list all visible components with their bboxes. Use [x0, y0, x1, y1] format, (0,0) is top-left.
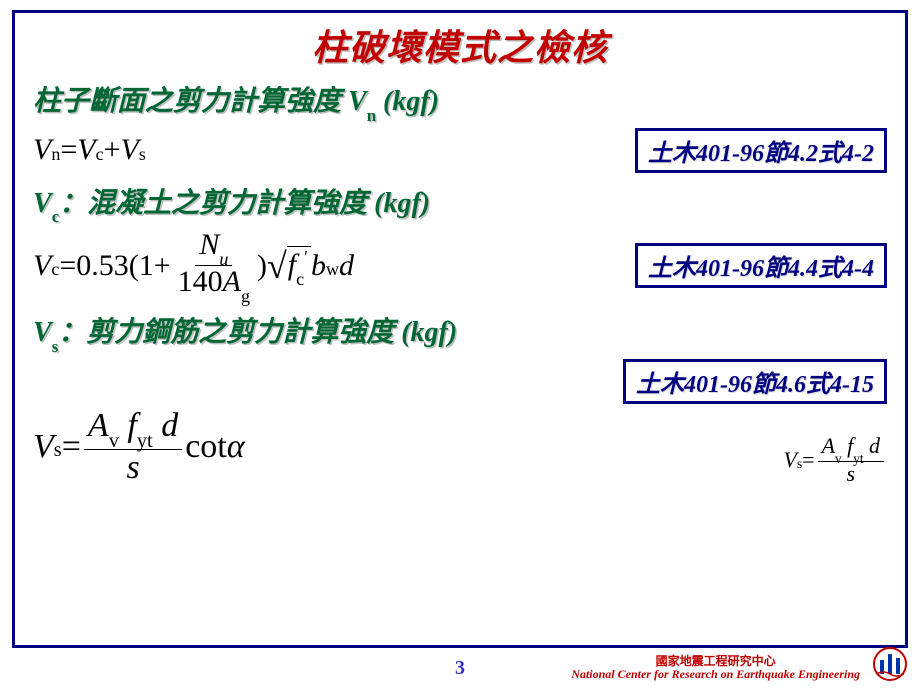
eq-term: V: [784, 447, 797, 473]
eq-term: f: [127, 407, 136, 444]
section-heading-vs: Vs：剪力鋼筋之剪力計算強度 (kgf): [33, 310, 887, 353]
eq-term: ): [257, 249, 267, 283]
reference-box-1: 土木401-96節4.2式4-2: [635, 128, 887, 173]
eq-op: =: [59, 249, 76, 283]
eq-sub: c: [296, 269, 304, 289]
eq-term: 0.53(1: [76, 249, 154, 283]
eq-term: cot: [185, 428, 227, 466]
eq-term: V: [33, 249, 51, 283]
footer: 3 國家地震工程研究中心 National Center for Researc…: [0, 650, 920, 686]
eq-sub: s: [139, 144, 146, 165]
eq-term: V: [121, 133, 139, 167]
eq-term: V: [33, 133, 51, 167]
eq-term: A: [223, 265, 241, 298]
eq-sub: n: [51, 144, 60, 165]
eq-sub: c: [96, 144, 104, 165]
eq-term: d: [161, 407, 178, 444]
eq-term: 140: [178, 265, 223, 298]
slide-title: 柱破壞模式之檢核: [33, 19, 887, 71]
org-name-en: National Center for Research on Earthqua…: [571, 668, 860, 681]
slide-frame: 柱破壞模式之檢核 柱子斷面之剪力計算強度 Vn (kgf) Vn = Vc + …: [12, 10, 908, 648]
eq-term: V: [33, 428, 54, 466]
sqrt-fc: √ fc′: [267, 245, 311, 287]
eq-term: A: [88, 407, 109, 444]
eq-term: b: [311, 249, 326, 283]
ref-right-col: 土木401-96節4.6式4-15: [33, 359, 887, 404]
heading-var: V: [33, 188, 52, 219]
eq-sub: v: [835, 451, 842, 466]
eq-term: d: [339, 249, 354, 283]
eq-sub: s: [797, 456, 802, 472]
section-heading-vn: 柱子斷面之剪力計算強度 Vn (kgf): [33, 79, 887, 122]
heading-text: ：剪力鋼筋之剪力計算強度 (kgf): [58, 317, 457, 348]
heading-var: V: [33, 317, 52, 348]
heading-var: V: [348, 86, 367, 117]
equation-vc: Vc = 0.53(1 + Nu 140Ag ) √ fc′ bw d: [33, 229, 354, 302]
heading-sub: s: [52, 337, 59, 356]
fraction-avfytd-s-small: Av fyt d s: [818, 434, 884, 485]
eq-op: +: [104, 133, 121, 167]
equation-vs-small: Vs = Av fyt d s: [784, 434, 887, 485]
eq-sub: s: [54, 439, 62, 462]
eq-sub: yt: [853, 451, 863, 466]
eq-op: =: [60, 133, 77, 167]
row-eq1: Vn = Vc + Vs 土木401-96節4.2式4-2: [33, 128, 887, 173]
eq-term: α: [227, 428, 245, 466]
heading-text: ：混凝土之剪力計算強度 (kgf): [59, 188, 430, 219]
heading-unit: (kgf): [376, 86, 439, 117]
eq-op: =: [802, 447, 814, 473]
heading-text: 柱子斷面之剪力計算強度: [33, 86, 348, 117]
reference-box-3: 土木401-96節4.6式4-15: [623, 359, 887, 404]
eq-term: s: [126, 449, 139, 486]
heading-sub: c: [52, 207, 59, 226]
eq-term: f: [288, 248, 296, 281]
equation-vn: Vn = Vc + Vs: [33, 133, 146, 167]
eq-term: d: [869, 433, 880, 458]
fraction-nu-140ag: Nu 140Ag: [174, 229, 254, 302]
eq-sup: ′: [304, 247, 308, 267]
page-number: 3: [455, 657, 465, 680]
eq-term: V: [77, 133, 95, 167]
eq-op: =: [62, 428, 81, 466]
ncree-logo-icon: [870, 646, 910, 682]
row-eq2: Vc = 0.53(1 + Nu 140Ag ) √ fc′ bw d 土木40…: [33, 229, 887, 302]
reference-box-2: 土木401-96節4.4式4-4: [635, 243, 887, 288]
eq-sub: v: [109, 430, 119, 452]
equation-vs-cot: Vs = Av fyt d s cot α: [33, 408, 245, 486]
heading-sub: n: [367, 106, 376, 125]
eq-term: A: [822, 433, 835, 458]
eq-sub: w: [326, 259, 339, 280]
row-eq3: Vs = Av fyt d s cot α Vs = Av fyt d: [33, 408, 887, 486]
eq-sub: c: [51, 259, 59, 280]
eq-op: +: [154, 249, 171, 283]
eq-term: N: [199, 228, 219, 261]
fraction-avfytd-s: Av fyt d s: [84, 408, 182, 486]
eq-sub: g: [241, 286, 250, 306]
org-name-block: 國家地震工程研究中心 National Center for Research …: [571, 655, 860, 680]
eq-sub: yt: [137, 430, 153, 452]
eq-sub: u: [219, 249, 228, 269]
section-heading-vc: Vc：混凝土之剪力計算強度 (kgf): [33, 181, 887, 224]
